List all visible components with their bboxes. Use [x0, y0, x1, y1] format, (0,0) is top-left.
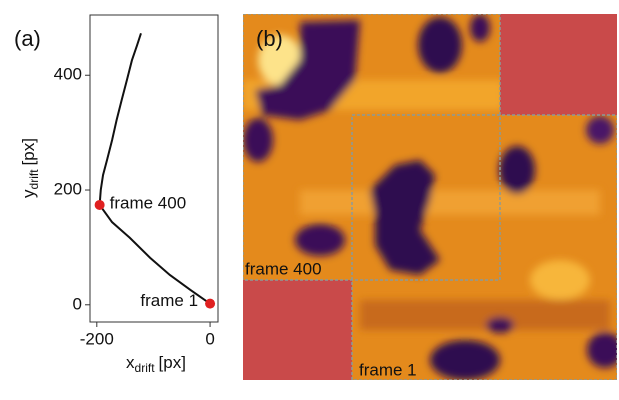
y-tick-label: 200	[54, 180, 82, 199]
marker-label: frame 400	[110, 193, 187, 212]
axis-label: ydrift [px]	[19, 138, 41, 198]
panel-label: (a)	[14, 26, 41, 51]
axis-label-unit: [px]	[159, 353, 186, 372]
axis-label: xdrift [px]	[126, 353, 186, 375]
axis-label-unit: [px]	[19, 138, 38, 165]
x-tick-label: -200	[80, 329, 114, 348]
axis-label-sub: drift	[27, 169, 41, 190]
panel-label: (b)	[256, 26, 283, 51]
y-tick-label: 0	[73, 294, 82, 313]
marker	[205, 298, 216, 309]
image-label: frame 400	[245, 259, 322, 278]
axis-label-sub: drift	[135, 361, 156, 375]
plot-frame	[89, 14, 219, 323]
axis-label-main: y	[19, 189, 38, 198]
x-tick-label: 0	[205, 329, 214, 348]
afm-image	[243, 14, 617, 380]
marker-label: frame 1	[140, 291, 198, 310]
y-tick-label: 400	[54, 65, 82, 84]
axis-label-main: x	[126, 353, 135, 372]
drift-line	[98, 33, 211, 305]
image-label: frame 1	[359, 360, 417, 379]
marker	[94, 199, 105, 210]
